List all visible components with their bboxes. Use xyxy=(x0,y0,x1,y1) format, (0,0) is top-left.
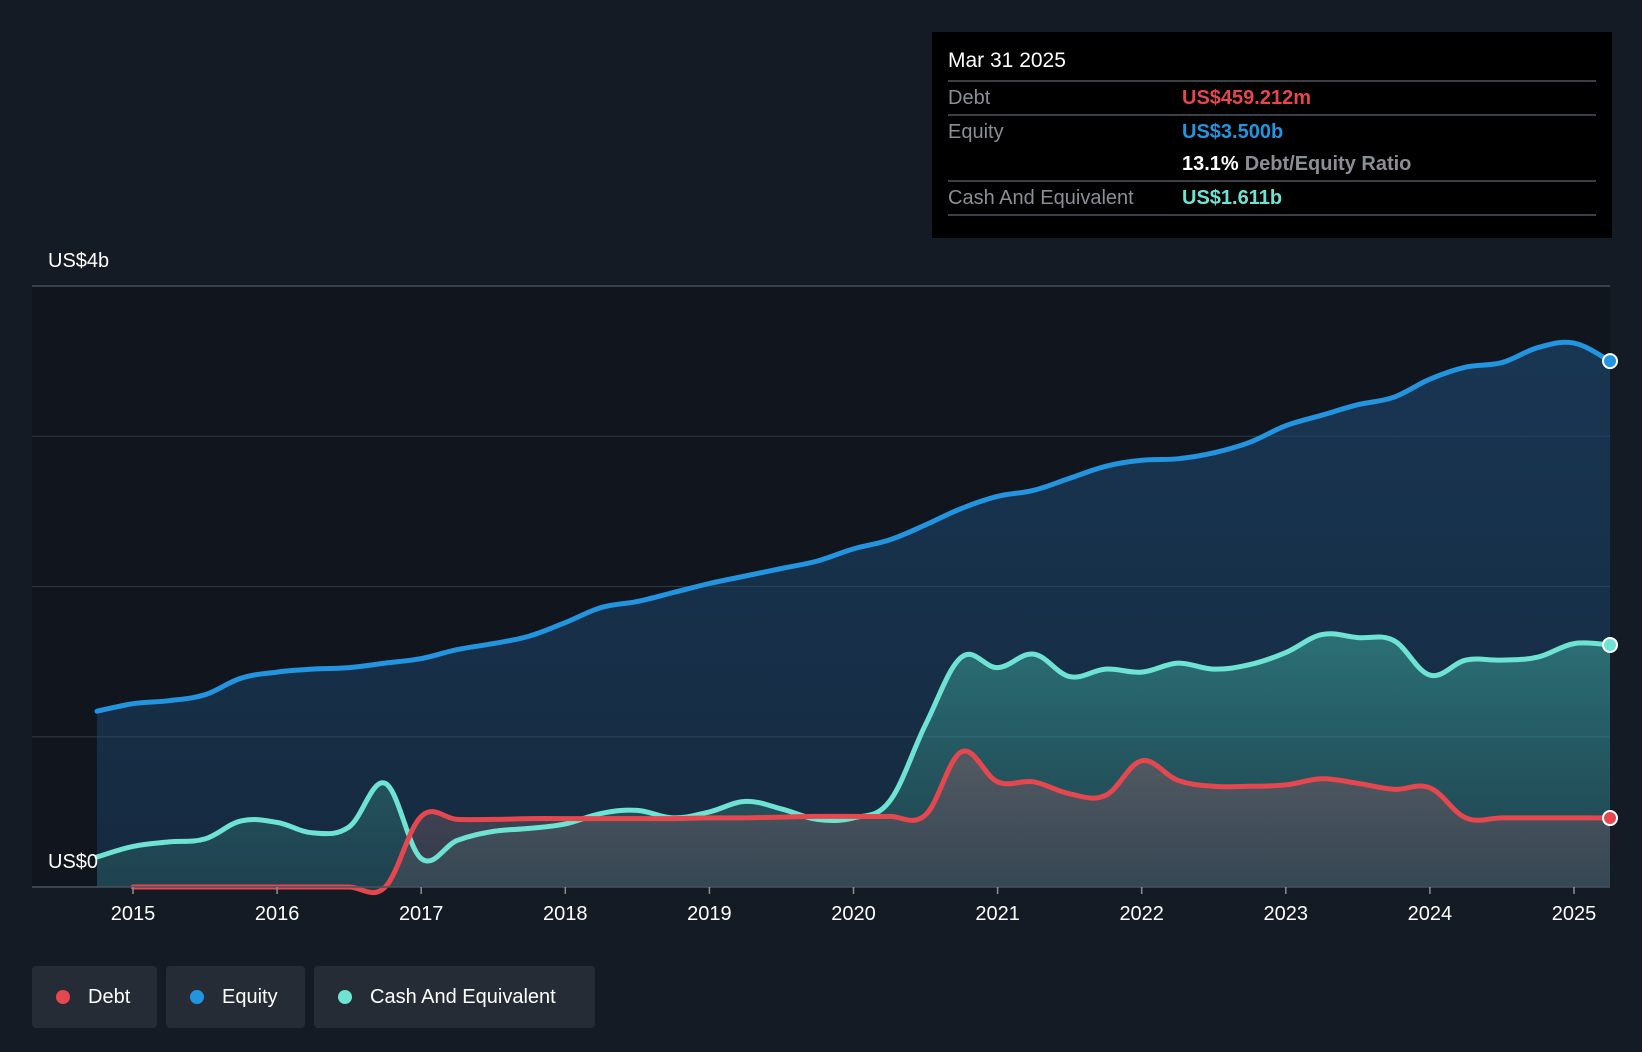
x-tick-label: 2015 xyxy=(111,903,156,925)
x-tick-label: 2024 xyxy=(1408,903,1453,925)
tooltip-debt-label: Debt xyxy=(948,86,991,109)
tooltip-debt-value: US$459.212m xyxy=(1182,86,1311,109)
x-tick-label: 2022 xyxy=(1119,903,1164,925)
x-tick-label: 2016 xyxy=(255,903,300,925)
x-tick-label: 2025 xyxy=(1552,903,1597,925)
legend-item-debt[interactable]: Debt xyxy=(32,966,157,1028)
equity-dot-icon xyxy=(190,990,204,1004)
chart-legend: Debt Equity Cash And Equivalent xyxy=(32,966,595,1028)
x-tick-label: 2019 xyxy=(687,903,732,925)
tooltip-equity-value: US$3.500b xyxy=(1182,120,1284,143)
x-axis-ticks: 2015 2016 2017 2018 2019 2020 2021 2022 2023 2024… xyxy=(111,887,1597,925)
legend-cash-label: Cash And Equivalent xyxy=(370,985,556,1008)
tooltip-debt-row: Debt US$459.212m xyxy=(948,80,1596,114)
tooltip-ratio-row: 13.1% Debt/Equity Ratio xyxy=(948,148,1596,180)
cash-dot-icon xyxy=(338,990,352,1004)
tooltip-date: Mar 31 2025 xyxy=(948,49,1066,72)
x-tick-label: 2017 xyxy=(399,903,444,925)
legend-item-equity[interactable]: Equity xyxy=(166,966,305,1028)
legend-debt-label: Debt xyxy=(88,985,131,1008)
x-tick-label: 2023 xyxy=(1264,903,1309,925)
tooltip-ratio-value: 13.1% xyxy=(1182,152,1239,175)
data-tooltip: Mar 31 2025 Debt US$459.212m Equity US$3… xyxy=(932,32,1612,238)
tooltip-equity-row: Equity US$3.500b xyxy=(948,114,1596,148)
equity-series-line xyxy=(94,339,1613,714)
cash-end-marker[interactable] xyxy=(1602,636,1619,653)
x-tick-label: 2018 xyxy=(543,903,588,925)
x-tick-label: 2020 xyxy=(831,903,876,925)
tooltip-cash-value: US$1.611b xyxy=(1182,186,1283,209)
tooltip-equity-label: Equity xyxy=(948,120,1004,143)
y-axis-top-label: US$4b xyxy=(48,250,110,272)
x-tick-label: 2021 xyxy=(975,903,1020,925)
debt-end-marker[interactable] xyxy=(1602,810,1619,827)
y-axis-bottom-label: US$0 xyxy=(48,851,99,873)
equity-end-marker[interactable] xyxy=(1602,353,1619,370)
tooltip-cash-label: Cash And Equivalent xyxy=(948,186,1134,209)
tooltip-ratio-label: Debt/Equity Ratio xyxy=(1244,152,1412,175)
legend-equity-label: Equity xyxy=(222,985,278,1008)
legend-item-cash[interactable]: Cash And Equivalent xyxy=(314,966,595,1028)
tooltip-cash-row: Cash And Equivalent US$1.611b xyxy=(948,180,1596,216)
debt-dot-icon xyxy=(56,990,70,1004)
debt-area xyxy=(133,751,1610,893)
